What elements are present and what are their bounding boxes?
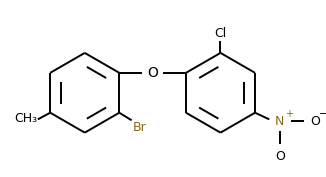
Text: −: − xyxy=(319,109,326,119)
Text: O: O xyxy=(275,150,285,163)
Text: O: O xyxy=(147,66,158,80)
Text: N: N xyxy=(275,115,284,128)
Text: O: O xyxy=(310,115,320,128)
Text: +: + xyxy=(285,109,293,119)
Text: Br: Br xyxy=(133,121,146,134)
Text: CH₃: CH₃ xyxy=(14,112,37,125)
Text: Cl: Cl xyxy=(215,27,227,40)
